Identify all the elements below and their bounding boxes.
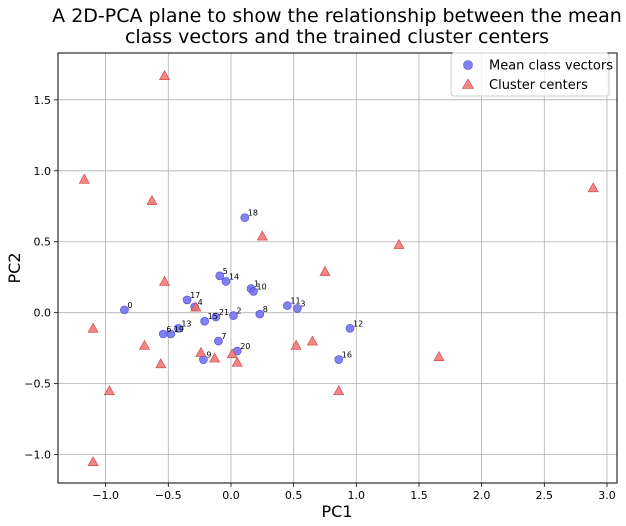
y-axis-label: PC2 (5, 253, 24, 284)
mean-class-vector-point (283, 301, 292, 310)
cluster-center-point (159, 275, 171, 286)
mean-class-vector-label: 14 (229, 272, 239, 281)
mean-class-vector-point (215, 271, 224, 281)
cluster-center-point (78, 173, 90, 184)
mean-class-vector-label: 16 (342, 351, 352, 360)
mean-class-vector-point (255, 309, 265, 319)
legend: Mean class vectors Cluster centers (450, 52, 613, 97)
mean-class-vector-label: 19 (174, 325, 184, 334)
x-tick-label: 0.0 (222, 489, 240, 502)
plot-frame (57, 52, 618, 484)
cluster-center-point (226, 348, 238, 359)
chart-title-line-1: A 2D-PCA plane to show the relationship … (52, 5, 622, 27)
mean-class-vector-label: 3 (300, 299, 305, 308)
cluster-center-point (587, 182, 599, 193)
x-tick-label: 0.5 (285, 489, 303, 502)
mean-class-vector-point (240, 213, 250, 222)
mean-class-vector-point (166, 329, 176, 339)
legend-label-mean-class-vectors: Mean class vectors (489, 59, 613, 74)
mean-class-vector-label: 5 (223, 267, 228, 276)
legend-box (450, 52, 610, 97)
y-tick-label: −1.0 (24, 449, 51, 462)
chart-title-line-2: class vectors and the trained cluster ce… (125, 26, 549, 48)
x-tick-label: 1.5 (410, 489, 428, 502)
cluster-center-point (231, 356, 243, 367)
cluster-center-point (290, 339, 302, 350)
y-tick-label: 1.5 (34, 94, 52, 107)
mean-class-vector-point (293, 304, 302, 313)
x-tick-label: 1.0 (348, 489, 366, 502)
mean-class-vector-label: 9 (206, 351, 211, 360)
mean-class-vector-label: 0 (127, 301, 132, 310)
x-tick-label: 2.0 (473, 489, 491, 502)
mean-class-vector-point (334, 355, 344, 364)
mean-class-vector-label: 20 (240, 342, 250, 351)
ticks: −1.0 −0.5 0.0 0.5 1.0 1.5 2.0 2.5 3.0 −1.0 −0.5 0.0… (24, 94, 615, 502)
y-tick-label: 0.5 (34, 236, 52, 249)
mean-class-vector-point (229, 311, 238, 320)
mean-class-vector-label: 13 (181, 319, 191, 328)
x-axis-label: PC1 (322, 502, 353, 521)
mean-class-vector-point (249, 287, 258, 296)
x-tick-label: −1.0 (92, 489, 119, 502)
y-tick-label: −0.5 (24, 378, 51, 391)
mean-class-vector-label: 8 (263, 305, 268, 314)
mean-class-vector-point (182, 295, 192, 305)
mean-class-vector-point (211, 312, 221, 322)
mean-class-vector-label: 18 (248, 209, 258, 218)
cluster-center-point (138, 339, 150, 350)
mean-class-vector-label: 4 (198, 298, 203, 307)
y-tick-label: 1.0 (34, 165, 52, 178)
mean-class-vector-point (174, 324, 183, 333)
cluster-center-point (209, 352, 221, 363)
legend-marker-cluster-centers (461, 78, 475, 89)
mean-class-vector-point (214, 336, 223, 346)
cluster-center-point (87, 322, 99, 333)
mean-class-vector-point (345, 324, 355, 333)
legend-marker-mean-class-vectors (463, 60, 473, 70)
mean-class-vector-label: 17 (190, 291, 200, 300)
y-tick-label: 0.0 (34, 307, 52, 320)
mean-class-vector-point (200, 316, 209, 326)
mean-class-vector-label: 12 (353, 319, 363, 328)
cluster-center-point (195, 346, 207, 357)
mean-class-vector-label: 21 (219, 308, 229, 317)
x-tick-label: −0.5 (155, 489, 182, 502)
cluster-center-point (155, 358, 167, 369)
mean-class-vector-point (221, 277, 231, 286)
mean-class-vector-label: 7 (221, 332, 226, 341)
mean-class-vector-label: 15 (208, 312, 218, 321)
x-tick-label: 3.0 (598, 489, 616, 502)
cluster-center-point (159, 70, 171, 81)
cluster-center-point (333, 385, 345, 396)
cluster-center-point (103, 385, 115, 396)
cluster-center-point (87, 456, 99, 467)
mean-class-vector-label: 6 (166, 325, 171, 334)
grid (58, 53, 617, 483)
cluster-center-point (306, 335, 318, 346)
cluster-center-point (319, 265, 331, 276)
mean-class-vector-label: 1 (254, 280, 259, 289)
cluster-center-point (190, 301, 202, 312)
mean-class-vector-label: 2 (236, 307, 241, 316)
cluster-center-point (433, 351, 445, 361)
cluster-center-point (256, 230, 268, 241)
mean-class-vector-label: 10 (257, 282, 267, 291)
legend-label-cluster-centers: Cluster centers (489, 78, 588, 93)
cluster-center-point (393, 238, 405, 249)
x-tick-label: 2.5 (536, 489, 554, 502)
mean-class-vector-label: 11 (290, 297, 300, 306)
mean-class-vector-point (120, 305, 129, 315)
cluster-center-point (146, 194, 158, 205)
